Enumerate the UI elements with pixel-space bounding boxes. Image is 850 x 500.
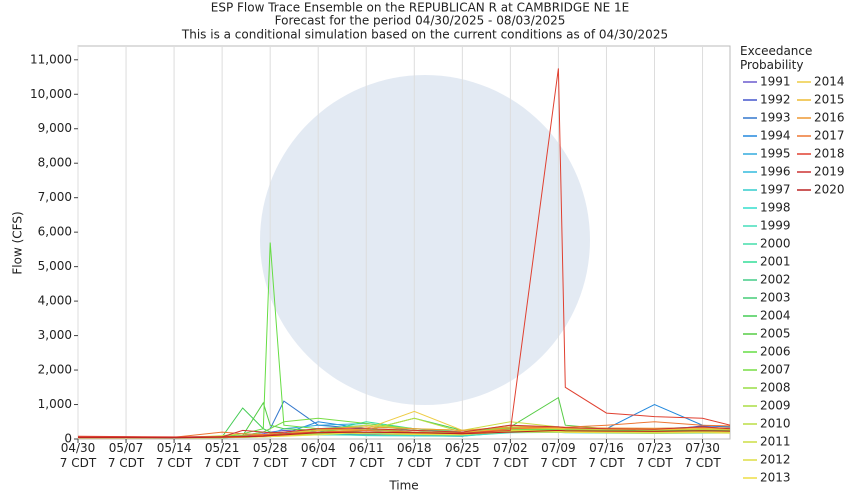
legend-label: 2017 <box>814 129 845 143</box>
legend-label: 2013 <box>760 471 791 485</box>
x-tick-label: 07/16 7 CDT <box>588 441 625 470</box>
legend-label: 2009 <box>760 399 791 413</box>
legend-label: 2007 <box>760 363 791 377</box>
legend-label: 2015 <box>814 93 845 107</box>
legend-label: 2011 <box>760 435 791 449</box>
x-tick-label: 06/25 7 CDT <box>444 441 481 470</box>
legend-label: 2016 <box>814 111 845 125</box>
x-tick-label: 05/28 7 CDT <box>251 441 289 470</box>
y-tick-label: 6,000 <box>38 225 72 239</box>
legend-label: 1997 <box>760 183 791 197</box>
y-tick-label: 3,000 <box>38 328 72 342</box>
x-axis-label: Time <box>388 479 418 493</box>
x-tick-label: 04/30 7 CDT <box>59 441 97 470</box>
legend-label: 2004 <box>760 309 791 323</box>
legend-label: 1998 <box>760 201 791 215</box>
legend-label: 1996 <box>760 165 791 179</box>
y-tick-label: 10,000 <box>30 87 72 101</box>
legend-label: 2012 <box>760 453 791 467</box>
watermark <box>260 75 590 405</box>
noaa-logo <box>260 75 590 405</box>
x-tick-label: 06/18 7 CDT <box>396 441 433 470</box>
legend-label: 2003 <box>760 291 791 305</box>
x-tick-label: 07/09 7 CDT <box>540 441 577 470</box>
series-line <box>78 421 730 438</box>
legend-label: 1999 <box>760 219 791 233</box>
legend-label: 2006 <box>760 345 791 359</box>
legend-label: 2019 <box>814 165 845 179</box>
chart-subtitle: Forecast for the period 04/30/2025 - 08/… <box>275 14 566 28</box>
x-tick-label: 05/07 7 CDT <box>107 441 145 470</box>
legend-label: 1993 <box>760 111 791 125</box>
y-tick-label: 8,000 <box>38 156 72 170</box>
x-tick-label: 07/23 7 CDT <box>636 441 673 470</box>
y-tick-label: 5,000 <box>38 259 72 273</box>
x-tick-label: 07/02 7 CDT <box>492 441 529 470</box>
legend-label: 1991 <box>760 75 791 89</box>
y-tick-label: 2,000 <box>38 363 72 377</box>
legend-label: 2008 <box>760 381 791 395</box>
y-tick-label: 9,000 <box>38 121 72 135</box>
legend-label: 2014 <box>814 75 845 89</box>
x-tick-label: 07/30 7 CDT <box>684 441 721 470</box>
legend-label: 2005 <box>760 327 791 341</box>
legend-label: 1995 <box>760 147 791 161</box>
x-tick-label: 05/14 7 CDT <box>155 441 193 470</box>
legend-label: 2002 <box>760 273 791 287</box>
legend-label: 1994 <box>760 129 791 143</box>
chart-note: This is a conditional simulation based o… <box>181 28 668 42</box>
x-tick-label: 06/04 7 CDT <box>300 441 337 470</box>
legend-label: 2000 <box>760 237 791 251</box>
y-tick-label: 0 <box>64 432 72 446</box>
x-tick-label: 05/21 7 CDT <box>203 441 241 470</box>
legend-label: 2010 <box>760 417 791 431</box>
y-tick-label: 11,000 <box>30 52 72 66</box>
legend-label: 2001 <box>760 255 791 269</box>
y-axis-label: Flow (CFS) <box>11 211 25 274</box>
legend-label: 1992 <box>760 93 791 107</box>
legend-title: Exceedance Probability <box>740 44 813 72</box>
series-line <box>78 429 730 439</box>
y-tick-label: 7,000 <box>38 190 72 204</box>
y-tick-label: 4,000 <box>38 294 72 308</box>
chart-title: ESP Flow Trace Ensemble on the REPUBLICA… <box>211 1 629 15</box>
legend-label: 2020 <box>814 183 845 197</box>
legend-label: 2018 <box>814 147 845 161</box>
y-tick-label: 1,000 <box>38 397 72 411</box>
x-tick-label: 06/11 7 CDT <box>348 441 385 470</box>
